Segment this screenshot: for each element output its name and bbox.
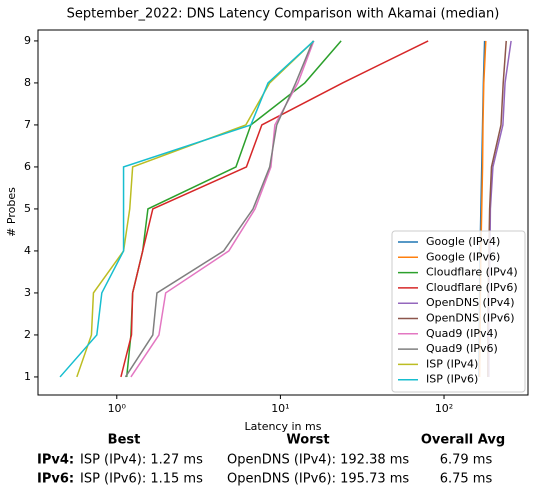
table-header: Best xyxy=(108,433,141,448)
table-header: Worst xyxy=(286,433,329,448)
y-tick-label: 4 xyxy=(24,244,31,257)
y-tick-label: 3 xyxy=(24,286,31,299)
plot-frame xyxy=(37,29,529,396)
series-line xyxy=(120,40,429,378)
table-cell: OpenDNS (IPv6): 195.73 ms xyxy=(227,472,409,487)
legend-label: ISP (IPv6) xyxy=(426,373,478,386)
series-line xyxy=(130,40,315,378)
legend-box xyxy=(391,230,526,393)
legend-label: OpenDNS (IPv6) xyxy=(426,312,515,325)
row-label: IPv4: xyxy=(37,453,74,468)
y-tick-label: 6 xyxy=(24,160,31,173)
legend-label: Quad9 (IPv4) xyxy=(426,327,498,340)
legend-label: OpenDNS (IPv4) xyxy=(426,296,515,309)
y-tick-label: 2 xyxy=(24,328,31,341)
table-cell: ISP (IPv6): 1.15 ms xyxy=(80,472,203,487)
legend-label: Cloudflare (IPv6) xyxy=(426,281,518,294)
row-label: IPv6: xyxy=(37,472,74,487)
legend-label: Cloudflare (IPv4) xyxy=(426,266,518,279)
x-axis-label: Latency in ms xyxy=(245,420,322,433)
series-line xyxy=(76,40,315,378)
x-tick-label: 10¹ xyxy=(271,402,289,415)
legend-label: Quad9 (IPv6) xyxy=(426,342,498,355)
y-axis-label: # Probes xyxy=(5,187,18,237)
legend-label: ISP (IPv4) xyxy=(426,357,478,370)
y-tick-label: 8 xyxy=(24,76,31,89)
table-cell: 6.79 ms xyxy=(440,453,493,468)
series-line xyxy=(124,40,314,378)
series-line xyxy=(59,40,315,378)
y-tick-label: 1 xyxy=(24,370,31,383)
table-cell: ISP (IPv4): 1.27 ms xyxy=(80,453,203,468)
table-cell: OpenDNS (IPv4): 192.38 ms xyxy=(227,453,409,468)
x-tick-label: 10² xyxy=(435,402,453,415)
y-tick-label: 5 xyxy=(24,202,31,215)
x-tick-label: 10⁰ xyxy=(108,402,127,415)
y-tick-label: 9 xyxy=(24,34,31,47)
y-tick-label: 7 xyxy=(24,118,31,131)
table-cell: 6.75 ms xyxy=(440,472,493,487)
table-header: Overall Avg xyxy=(421,433,505,448)
legend-label: Google (IPv6) xyxy=(426,250,500,263)
series-line xyxy=(125,40,342,378)
chart-title: September_2022: DNS Latency Comparison w… xyxy=(67,7,500,22)
legend-label: Google (IPv4) xyxy=(426,235,500,248)
